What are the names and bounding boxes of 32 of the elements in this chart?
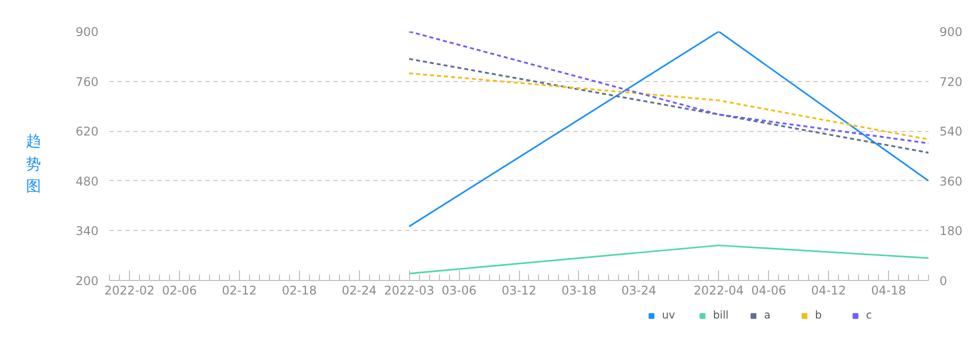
y2-tick-label: 720 — [940, 74, 962, 89]
x-tick-label: 04-18 — [871, 284, 906, 298]
y-tick-label: 900 — [76, 25, 98, 39]
x-tick-label: 02-18 — [282, 284, 317, 298]
legend-label: uv — [662, 308, 676, 322]
y-tick-label: 480 — [76, 174, 98, 188]
y-tick-label: 340 — [76, 224, 98, 238]
x-tick-label: 03-18 — [561, 284, 596, 298]
x-tick-label: 04-12 — [811, 284, 846, 298]
x-tick-label: 03-06 — [442, 284, 477, 298]
x-tick-label: 02-24 — [342, 284, 377, 298]
x-tick-label: 02-12 — [222, 284, 257, 298]
x-tick-label: 04-06 — [751, 284, 786, 298]
y2-tick-label: 360 — [940, 174, 962, 188]
x-tick-label: 02-06 — [162, 284, 197, 298]
x-tick-label: 03-24 — [621, 284, 656, 298]
y-tick-label: 620 — [76, 124, 98, 139]
y2-tick-label: 540 — [940, 124, 962, 139]
legend-label: bill — [713, 308, 730, 322]
x-tick-label: 03-12 — [502, 284, 536, 298]
x-tick-label: 2022-03 — [384, 284, 434, 298]
x-tick-label: 2022-02 — [104, 284, 155, 298]
y2-tick-label: 0 — [940, 274, 948, 288]
y2-tick-label: 900 — [940, 25, 962, 39]
legend-label: b — [815, 308, 823, 322]
y-axis-title: 趋势图 — [26, 131, 41, 197]
legend-label: c — [866, 308, 873, 322]
x-tick-label: 2022-04 — [694, 284, 744, 298]
y2-tick-label: 180 — [940, 224, 962, 238]
legend-label: a — [764, 308, 772, 322]
y-tick-label: 200 — [76, 274, 98, 288]
y-tick-label: 760 — [76, 74, 98, 89]
